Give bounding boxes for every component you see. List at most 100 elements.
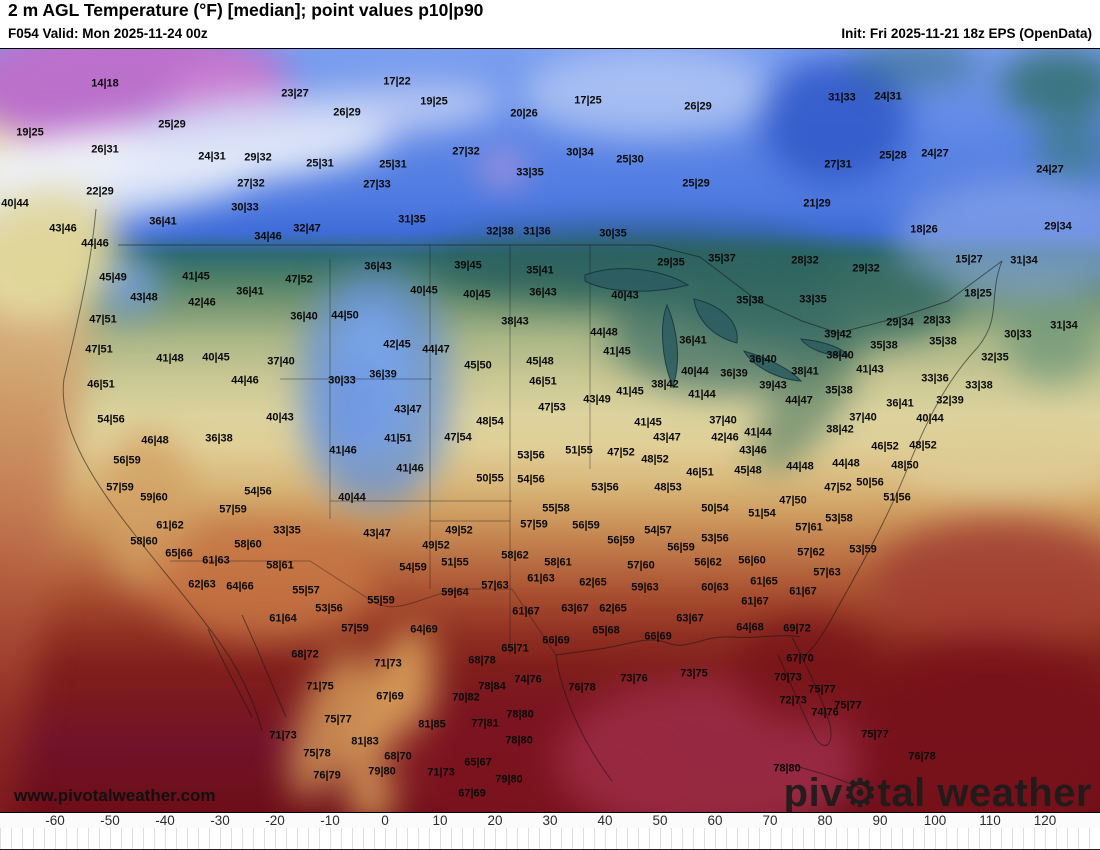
point-value: 44|46 (81, 237, 109, 250)
point-value: 37|40 (849, 411, 877, 424)
point-value: 29|32 (244, 151, 272, 164)
point-value: 71|73 (374, 657, 402, 670)
point-value: 47|51 (89, 313, 117, 326)
point-value: 21|29 (803, 197, 831, 210)
point-value: 53|56 (517, 449, 545, 462)
point-value: 42|46 (711, 431, 739, 444)
point-value: 61|65 (750, 575, 778, 588)
point-value: 78|80 (505, 734, 533, 747)
point-value: 41|46 (396, 462, 424, 475)
point-value: 56|59 (607, 534, 635, 547)
point-value: 41|45 (182, 270, 210, 283)
colorbar-tick-label: 60 (707, 813, 723, 828)
valid-time-label: F054 Valid: Mon 2025-11-24 00z (8, 26, 208, 41)
point-value: 33|35 (799, 293, 827, 306)
point-value: 18|26 (910, 223, 938, 236)
colorbar-tick-label: 90 (872, 813, 888, 828)
field-blob (850, 49, 980, 89)
point-value: 65|67 (464, 756, 492, 769)
point-value: 50|55 (476, 472, 504, 485)
point-value: 58|60 (234, 538, 262, 551)
point-value: 51|54 (748, 507, 776, 520)
point-value: 70|73 (774, 671, 802, 684)
colorbar-tick-label: 100 (923, 813, 947, 828)
point-value: 73|76 (620, 672, 648, 685)
point-value: 78|80 (773, 762, 801, 775)
point-value: 74|76 (514, 673, 542, 686)
point-value: 61|67 (789, 585, 817, 598)
colorbar-tick-label: 0 (381, 813, 389, 828)
colorbar-tick-label: -20 (265, 813, 285, 828)
point-value: 48|50 (891, 459, 919, 472)
point-value: 51|56 (883, 491, 911, 504)
point-value: 31|34 (1010, 254, 1038, 267)
point-value: 54|56 (97, 413, 125, 426)
point-value: 40|43 (266, 411, 294, 424)
point-value: 24|31 (198, 150, 226, 163)
temperature-field (0, 49, 1100, 812)
point-value: 53|56 (315, 602, 343, 615)
point-value: 62|65 (599, 602, 627, 615)
point-value: 37|40 (709, 414, 737, 427)
point-value: 56|59 (572, 519, 600, 532)
point-value: 36|40 (290, 310, 318, 323)
temperature-colorbar (0, 828, 1100, 850)
colorbar-tick-label: -30 (210, 813, 230, 828)
colorbar-tick-label: 70 (762, 813, 778, 828)
colorbar-tick-labels: -60 -50 -40 -30 -20 -10 0 10 20 30 40 50 60 70 80 90 100… (0, 813, 1100, 828)
point-value: 25|31 (306, 157, 334, 170)
point-value: 68|72 (291, 648, 319, 661)
point-value: 41|44 (688, 388, 716, 401)
point-value: 44|47 (785, 394, 813, 407)
point-value: 72|73 (779, 694, 807, 707)
temperature-map[interactable]: 14|18 19|25 25|29 26|31 24|31 29|32 27|32 22|29… (0, 48, 1100, 813)
point-value: 29|34 (886, 316, 914, 329)
point-value: 58|61 (544, 556, 572, 569)
point-value: 76|78 (908, 750, 936, 763)
point-value: 25|30 (616, 153, 644, 166)
colorbar-tick-label: 10 (432, 813, 448, 828)
colorbar-tick-label: 20 (487, 813, 503, 828)
point-value: 40|44 (1, 197, 29, 210)
point-value: 59|63 (631, 581, 659, 594)
point-value: 30|34 (566, 146, 594, 159)
point-value: 53|58 (825, 512, 853, 525)
point-value: 28|33 (923, 314, 951, 327)
point-value: 75|77 (861, 728, 889, 741)
point-value: 57|61 (795, 521, 823, 534)
point-value: 17|22 (383, 75, 411, 88)
point-value: 65|66 (165, 547, 193, 560)
point-value: 66|69 (542, 634, 570, 647)
point-value: 61|62 (156, 519, 184, 532)
point-value: 25|29 (682, 177, 710, 190)
point-value: 71|75 (306, 680, 334, 693)
point-value: 32|39 (936, 394, 964, 407)
pivotal-weather-logo: piv⚙tal weather (784, 771, 1092, 813)
point-value: 67|69 (458, 787, 486, 800)
point-value: 75|77 (834, 699, 862, 712)
point-value: 41|51 (384, 432, 412, 445)
point-value: 25|31 (379, 158, 407, 171)
point-value: 15|27 (955, 253, 983, 266)
point-value: 77|81 (471, 717, 499, 730)
point-value: 81|85 (418, 718, 446, 731)
field-blob (520, 49, 780, 139)
point-value: 43|48 (130, 291, 158, 304)
logo-text-post: tal weather (877, 771, 1092, 813)
point-value: 48|53 (654, 481, 682, 494)
point-value: 81|83 (351, 735, 379, 748)
point-value: 27|33 (363, 178, 391, 191)
point-value: 35|38 (929, 335, 957, 348)
point-value: 45|48 (734, 464, 762, 477)
point-value: 30|33 (328, 374, 356, 387)
field-blob (1005, 299, 1100, 384)
point-value: 68|70 (384, 750, 412, 763)
point-value: 58|60 (130, 535, 158, 548)
point-value: 78|84 (478, 680, 506, 693)
point-value: 38|40 (826, 349, 854, 362)
point-value: 35|38 (825, 384, 853, 397)
point-value: 38|42 (826, 423, 854, 436)
point-value: 64|68 (736, 621, 764, 634)
colorbar-tick-label: 110 (979, 813, 1001, 828)
point-value: 38|43 (501, 315, 529, 328)
